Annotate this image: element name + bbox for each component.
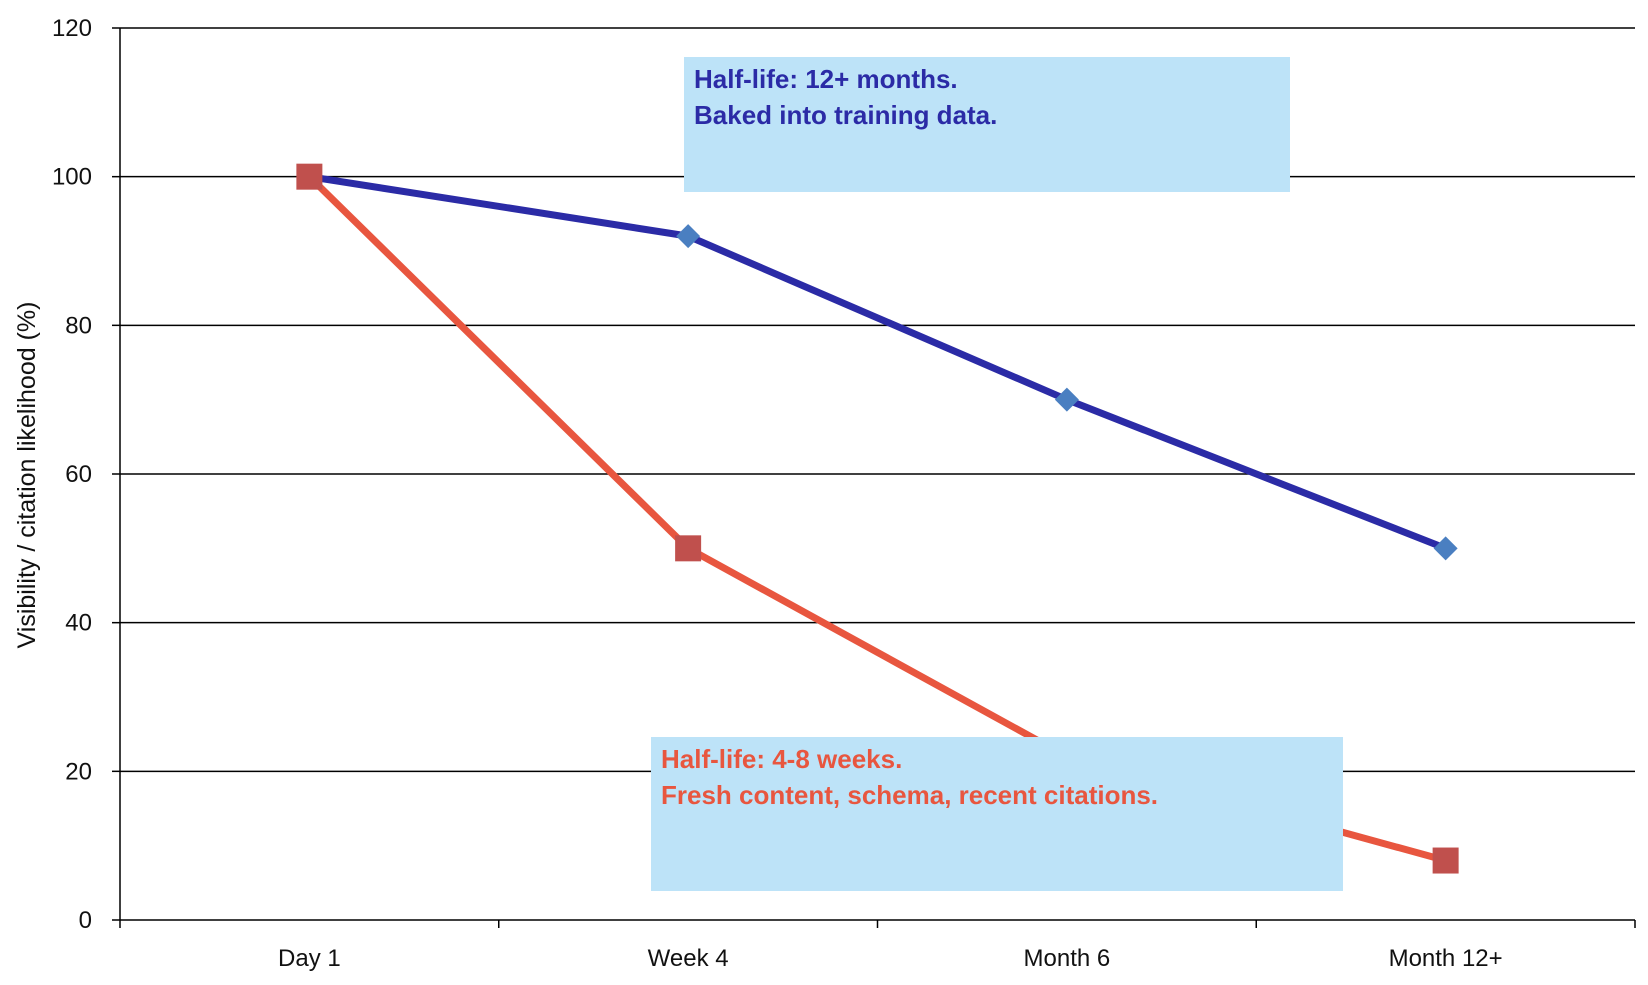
y-tick-label: 40: [65, 610, 92, 637]
x-tick-label: Day 1: [278, 945, 341, 972]
y-tick-label: 80: [65, 312, 92, 339]
annotation-box-blue: Half-life: 12+ months. Baked into traini…: [684, 57, 1290, 192]
x-tick-labels: Day 1 Week 4 Month 6 Month 12+: [278, 945, 1503, 972]
y-tick-label: 100: [52, 164, 92, 191]
y-tick-label: 0: [79, 907, 92, 934]
axes: [112, 27, 1636, 928]
y-tick-label: 20: [65, 758, 92, 785]
annotation-box-red: Half-life: 4-8 weeks. Fresh content, sch…: [651, 737, 1343, 891]
annotation-red-line-2: Fresh content, schema, recent citations.: [661, 780, 1159, 810]
data-point-marker: [1054, 387, 1079, 412]
x-tick-label: Month 6: [1024, 945, 1111, 972]
y-tick-label: 60: [65, 461, 92, 488]
series-line-1: [308, 173, 1447, 552]
x-tick-label: Month 12+: [1389, 945, 1503, 972]
data-point-marker: [676, 224, 701, 249]
annotation-red-line-1: Half-life: 4-8 weeks.: [661, 744, 903, 774]
annotation-blue-line-1: Half-life: 12+ months.: [694, 64, 958, 94]
annotation-blue-line-2: Baked into training data.: [694, 100, 998, 130]
data-point-marker: [675, 535, 702, 562]
data-point-marker: [1432, 847, 1459, 874]
data-point-marker: [1433, 536, 1458, 561]
y-tick-label: 120: [52, 15, 92, 42]
y-tick-labels: 0 20 40 60 80 100 120: [52, 15, 92, 934]
y-axis-title: Visibility / citation likelihood (%): [13, 302, 41, 649]
data-point-marker: [296, 163, 323, 190]
x-tick-label: Week 4: [648, 945, 729, 972]
